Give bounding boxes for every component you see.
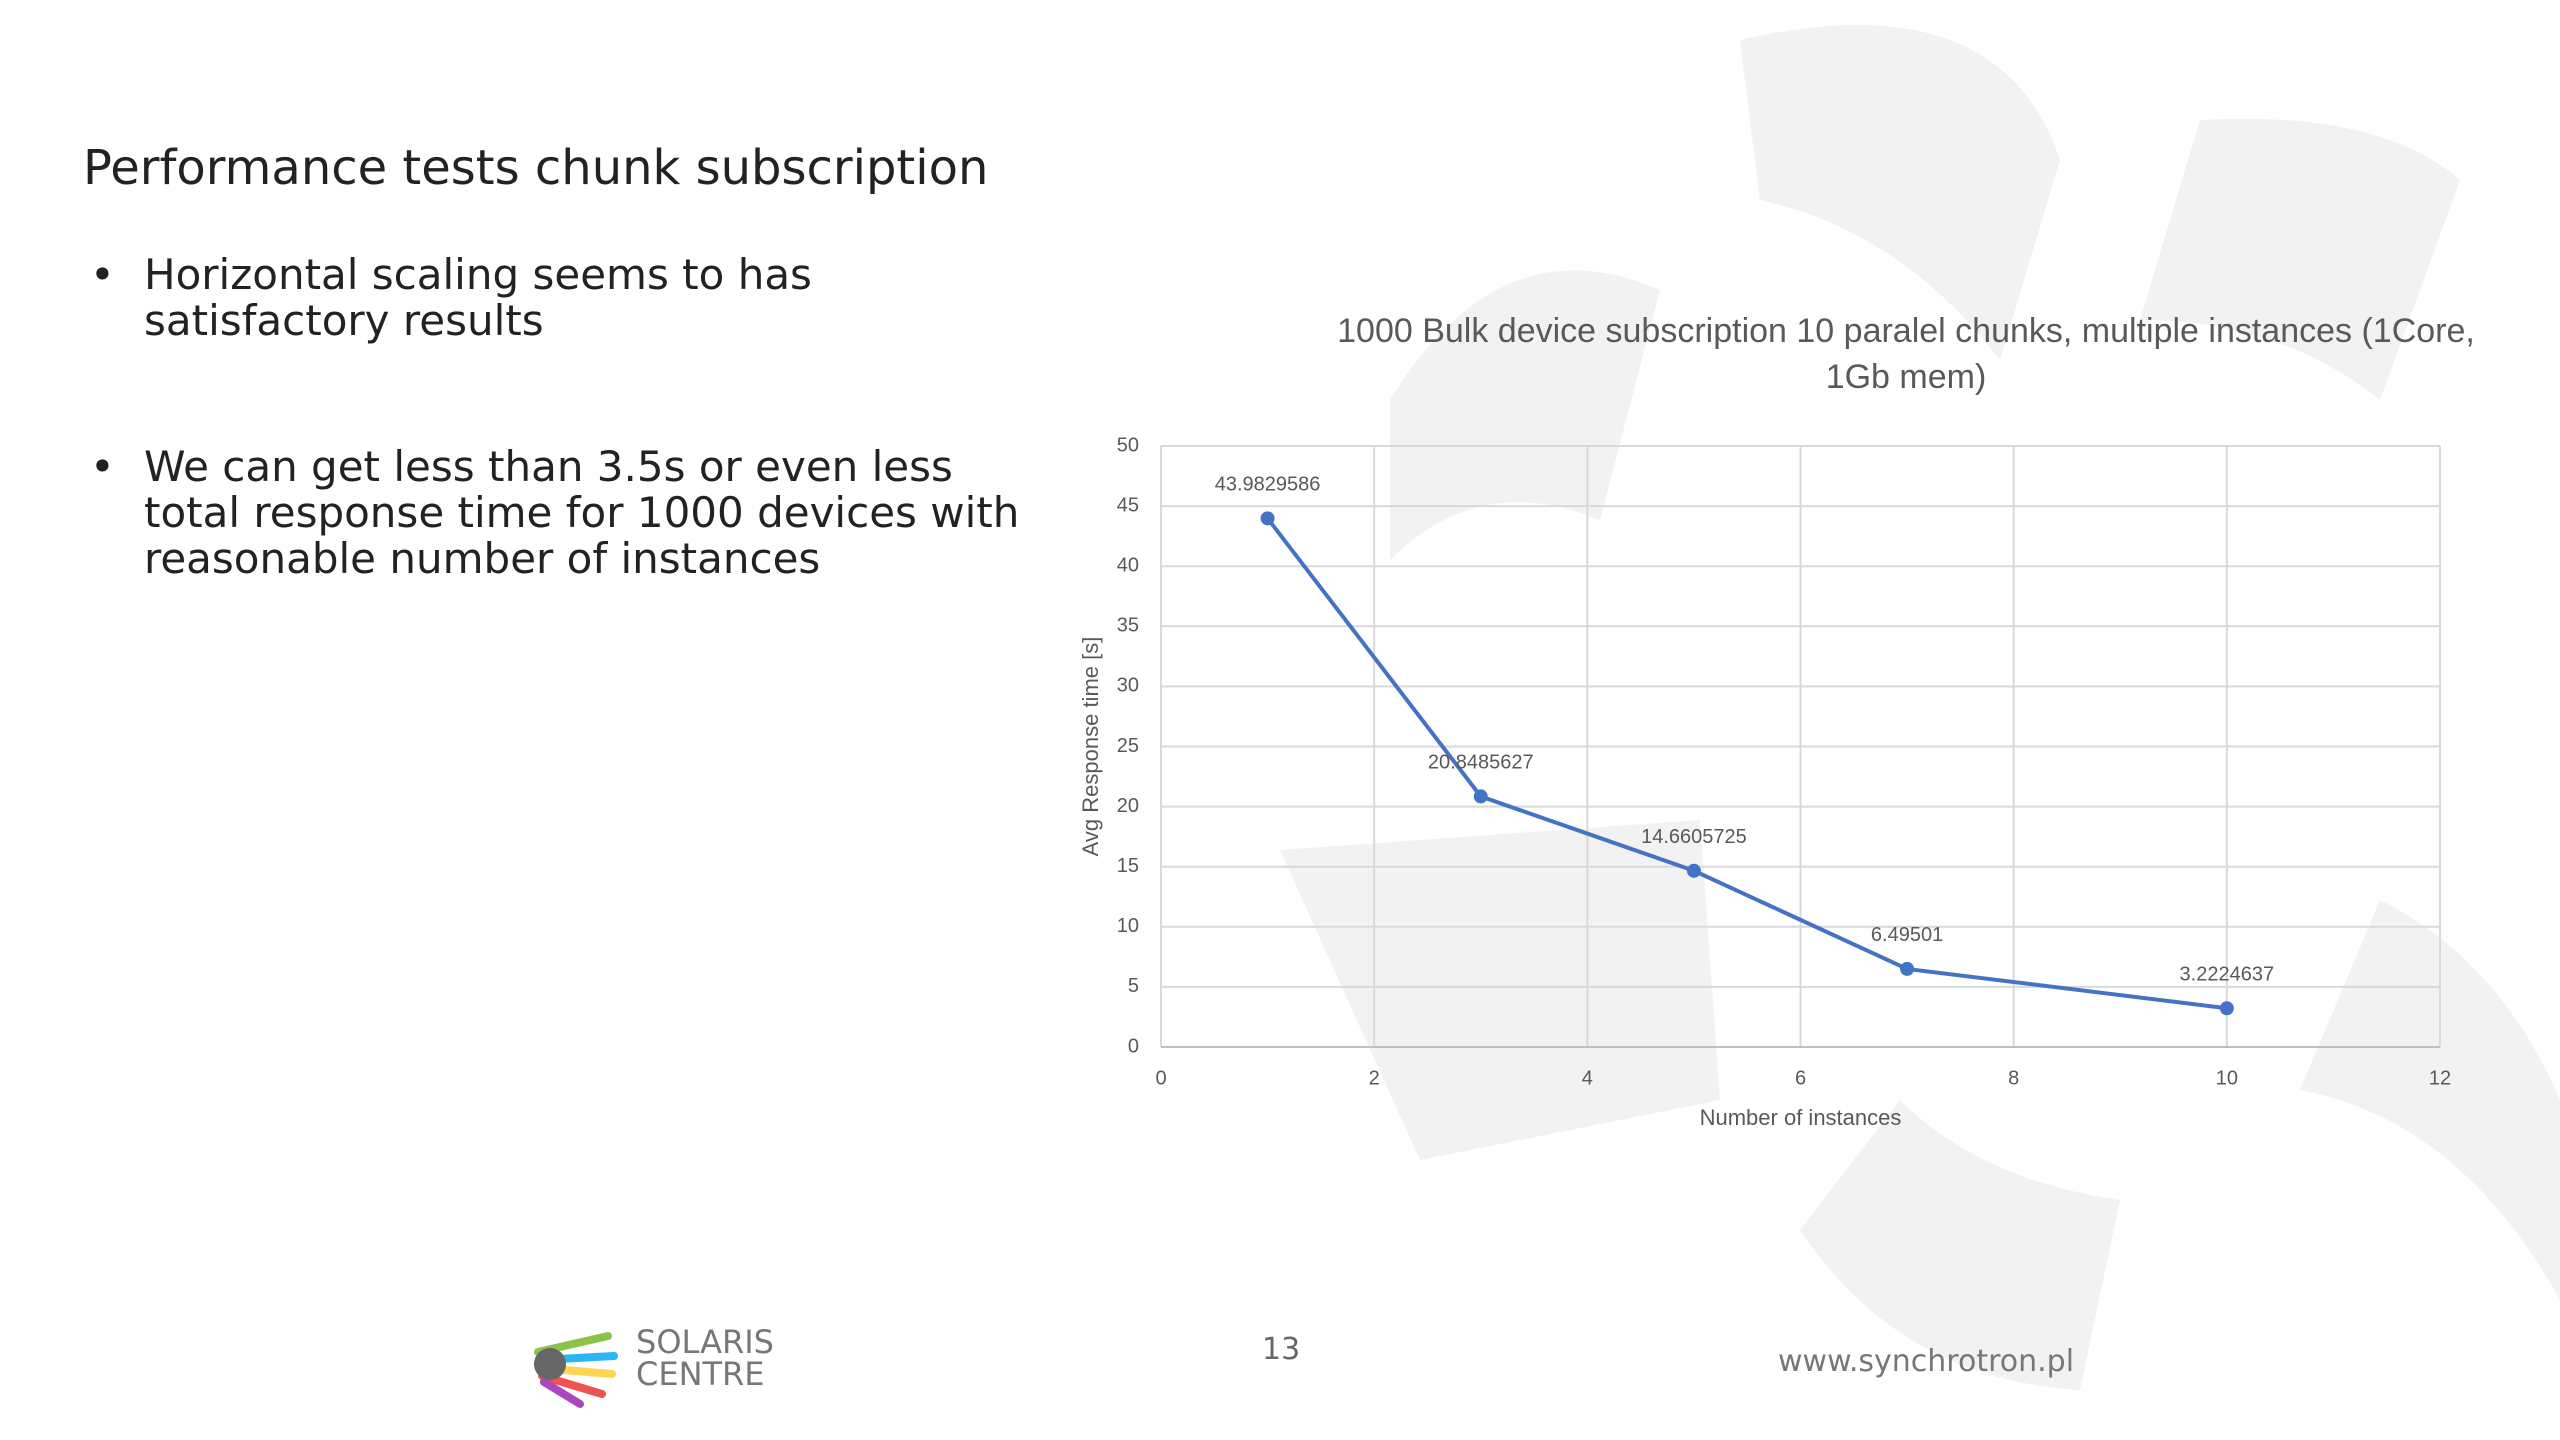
y-tick-label: 5 bbox=[1128, 975, 1139, 997]
bullet: • Horizontal scaling seems to has satisfa… bbox=[90, 252, 1050, 344]
x-tick-label: 0 bbox=[1155, 1067, 1166, 1089]
data-label: 43.9829586 bbox=[1215, 474, 1321, 496]
x-tick-label: 2 bbox=[1369, 1067, 1380, 1089]
data-label: 20.8485627 bbox=[1428, 752, 1534, 774]
data-point bbox=[1686, 863, 1701, 878]
y-tick-label: 50 bbox=[1117, 434, 1139, 456]
logo-icon bbox=[528, 1312, 618, 1408]
bullet: • We can get less than 3.5s or even less … bbox=[90, 444, 1050, 582]
y-tick-label: 15 bbox=[1117, 855, 1139, 877]
data-label: 3.2224637 bbox=[2180, 964, 2275, 986]
bullet-text: Horizontal scaling seems to has satisfac… bbox=[144, 250, 812, 345]
y-tick-label: 35 bbox=[1117, 615, 1139, 637]
x-tick-label: 8 bbox=[2008, 1067, 2019, 1089]
logo-text: SOLARIS CENTRE bbox=[636, 1326, 774, 1390]
logo-graphic bbox=[534, 1332, 618, 1408]
y-axis-label: Avg Response time [s] bbox=[1078, 637, 1103, 857]
website: www.synchrotron.pl bbox=[1778, 1344, 2075, 1379]
x-tick-label: 12 bbox=[2429, 1067, 2451, 1089]
bullet-text: We can get less than 3.5s or even less t… bbox=[144, 442, 1020, 583]
page-number: 13 bbox=[1262, 1332, 1301, 1367]
data-point bbox=[1900, 961, 1915, 976]
logo-line: CENTRE bbox=[636, 1355, 765, 1393]
data-point bbox=[1260, 511, 1275, 526]
background-decoration bbox=[1280, 25, 2560, 1390]
y-tick-label: 30 bbox=[1117, 675, 1139, 697]
slide-title: Performance tests chunk subscription bbox=[83, 140, 989, 196]
data-label: 14.6605725 bbox=[1641, 826, 1747, 848]
data-label: 6.49501 bbox=[1871, 924, 1943, 946]
y-tick-label: 20 bbox=[1117, 795, 1139, 817]
y-tick-label: 40 bbox=[1117, 554, 1139, 576]
logo-line: SOLARIS bbox=[636, 1323, 774, 1361]
y-tick-label: 0 bbox=[1128, 1035, 1139, 1057]
x-tick-label: 10 bbox=[2216, 1067, 2238, 1089]
chart-title: 1000 Bulk device subscription 10 paralel… bbox=[1337, 312, 2475, 396]
data-point bbox=[1473, 789, 1488, 804]
x-axis-label: Number of instances bbox=[1700, 1105, 1902, 1130]
y-tick-label: 10 bbox=[1117, 915, 1139, 937]
y-tick-label: 25 bbox=[1117, 735, 1139, 757]
data-point bbox=[2219, 1001, 2234, 1016]
x-tick-label: 6 bbox=[1795, 1067, 1806, 1089]
y-tick-label: 45 bbox=[1117, 494, 1139, 516]
x-tick-label: 4 bbox=[1582, 1067, 1593, 1089]
